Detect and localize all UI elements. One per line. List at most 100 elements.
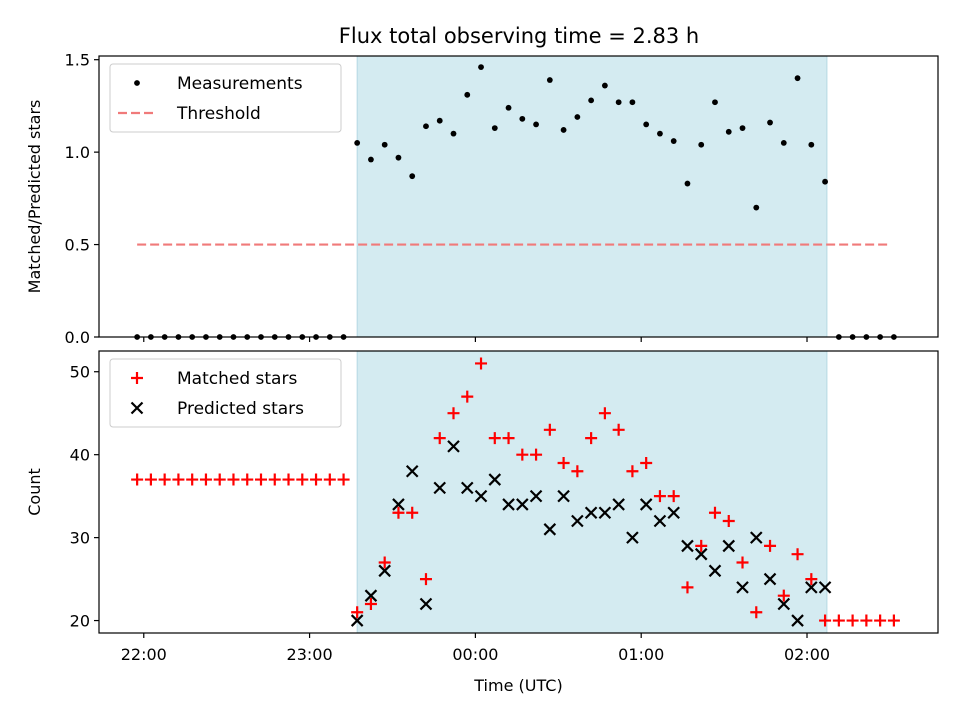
top-ytick-label-1: 0.5 — [65, 236, 90, 255]
bottom-predicted-stars-point-6 — [433, 481, 447, 495]
bottom-matched-stars-point-2 — [158, 473, 171, 486]
bottom-matched-stars-point-53 — [860, 614, 873, 627]
bottom-predicted-stars-point-20 — [626, 531, 639, 544]
top-measurements-point-19 — [395, 154, 402, 161]
bottom-matched-stars-point-4 — [186, 473, 199, 486]
bottom-predicted-stars-point-30 — [763, 572, 777, 586]
top-y-axis-label: Matched/Predicted stars — [25, 100, 44, 294]
chart-title: Flux total observing time = 2.83 h — [339, 24, 699, 48]
bottom-predicted-stars-point-5 — [419, 597, 433, 611]
bottom-matched-stars-point-14 — [323, 473, 336, 486]
bottom-legend-marker-1 — [130, 401, 144, 415]
bottom-matched-stars-point-45 — [750, 606, 763, 619]
top-measurements-point-26 — [491, 125, 498, 131]
bottom-matched-stars-point-27 — [502, 432, 515, 445]
bottom-predicted-stars-point-17 — [584, 506, 598, 520]
top-legend-label-0: Measurements — [177, 74, 303, 94]
top-measurements-point-48 — [794, 75, 801, 82]
bottom-matched-stars-point-5 — [199, 473, 212, 486]
top-measurements-point-21 — [423, 123, 429, 130]
bottom-predicted-stars-point-25 — [694, 547, 708, 561]
top-ytick-label-3: 1.5 — [65, 51, 90, 70]
bottom-matched-stars-point-34 — [598, 407, 611, 420]
bottom-legend-label-1: Predicted stars — [177, 399, 304, 419]
bottom-y-axis-label: Count — [25, 468, 44, 516]
bottom-matched-stars-point-37 — [640, 456, 653, 469]
bottom-predicted-stars-point-29 — [749, 531, 763, 544]
bottom-predicted-stars-point-14 — [543, 523, 557, 536]
top-measurements-point-47 — [780, 139, 787, 146]
bottom-matched-stars-point-10 — [268, 473, 281, 486]
bottom-legend-box — [109, 358, 342, 428]
bottom-matched-stars-point-31 — [557, 456, 570, 469]
bottom-matched-stars-point-55 — [887, 614, 900, 627]
bottom-matched-stars-point-41 — [695, 539, 708, 552]
top-measurements-point-39 — [670, 138, 677, 144]
top-measurements-point-23 — [450, 130, 457, 137]
top-measurements-point-50 — [822, 178, 828, 185]
bottom-xtick-label-4: 02:00 — [784, 645, 830, 664]
bottom-predicted-stars-point-13 — [529, 489, 543, 503]
bottom-predicted-stars-point-12 — [516, 498, 529, 511]
bottom-matched-stars-point-1 — [144, 473, 157, 486]
top-measurements-point-20 — [409, 173, 416, 180]
bottom-matched-stars-point-9 — [254, 473, 267, 486]
bottom-predicted-stars-point-24 — [681, 539, 694, 553]
bottom-matched-stars-point-39 — [667, 490, 680, 503]
bottom-panel: 20 30 40 50 22:00 23:00 00:00 01:00 02:00 Count Ti… — [25, 350, 939, 695]
bottom-xtick-label-3: 01:00 — [618, 645, 664, 664]
bottom-legend-label-0: Matched stars — [177, 369, 297, 389]
top-legend-box — [109, 63, 342, 133]
top-measurements-point-49 — [808, 141, 815, 148]
bottom-matched-stars-point-16 — [351, 606, 364, 619]
bottom-matched-stars-point-54 — [874, 614, 887, 627]
bottom-matched-stars-point-36 — [626, 465, 639, 478]
bottom-predicted-stars-point-2 — [378, 564, 391, 578]
bottom-matched-stars-point-11 — [282, 473, 295, 486]
bottom-matched-stars-point-40 — [681, 581, 694, 594]
bottom-matched-stars-point-50 — [819, 614, 832, 627]
top-measurements-point-18 — [381, 141, 388, 148]
bottom-matched-stars-point-6 — [213, 473, 226, 486]
bottom-predicted-stars-point-26 — [708, 564, 722, 578]
top-measurements-point-37 — [643, 121, 650, 128]
bottom-matched-stars-point-7 — [227, 473, 240, 486]
bottom-predicted-stars-point-33 — [805, 581, 818, 594]
bottom-ytick-label-2: 40 — [70, 446, 90, 465]
top-measurements-point-22 — [436, 117, 443, 124]
top-measurements-point-34 — [601, 82, 608, 89]
bottom-legend: Matched stars Predicted stars — [109, 358, 342, 428]
top-measurements-point-31 — [560, 127, 567, 133]
bottom-xtick-label-2: 00:00 — [452, 645, 498, 664]
bottom-matched-stars-point-47 — [777, 589, 790, 602]
bottom-predicted-stars-point-0 — [350, 614, 364, 627]
bottom-predicted-stars-point-10 — [488, 473, 502, 486]
bottom-predicted-stars-point-22 — [653, 514, 667, 528]
top-measurements-point-43 — [725, 128, 732, 135]
bottom-matched-stars-point-24 — [461, 390, 474, 403]
bottom-matched-stars-point-48 — [791, 548, 804, 561]
top-measurements-point-46 — [767, 119, 773, 126]
top-legend: Measurements Threshold — [109, 63, 342, 133]
bottom-ytick-label-0: 20 — [70, 612, 90, 631]
top-measurements-point-17 — [368, 156, 374, 163]
bottom-matched-stars-point-30 — [543, 423, 556, 436]
top-measurements-point-40 — [684, 180, 691, 187]
bottom-matched-stars-point-44 — [736, 556, 749, 569]
bottom-matched-stars-point-49 — [805, 573, 818, 586]
bottom-matched-stars-point-26 — [488, 432, 501, 445]
bottom-predicted-stars-point-23 — [667, 506, 680, 520]
bottom-predicted-stars-point-1 — [364, 589, 378, 602]
bottom-matched-stars-point-18 — [378, 556, 391, 569]
bottom-matched-stars-point-25 — [475, 357, 488, 370]
bottom-matched-stars-point-15 — [337, 473, 350, 486]
bottom-matched-stars-point-8 — [241, 473, 254, 486]
bottom-matched-stars-point-38 — [653, 490, 666, 503]
bottom-matched-stars-point-0 — [131, 473, 144, 486]
bottom-matched-stars-point-35 — [612, 423, 625, 436]
top-legend-label-1: Threshold — [176, 104, 261, 124]
top-measurements-point-25 — [478, 64, 484, 70]
bottom-matched-stars-point-28 — [516, 448, 529, 461]
bottom-predicted-stars-point-8 — [460, 481, 474, 495]
